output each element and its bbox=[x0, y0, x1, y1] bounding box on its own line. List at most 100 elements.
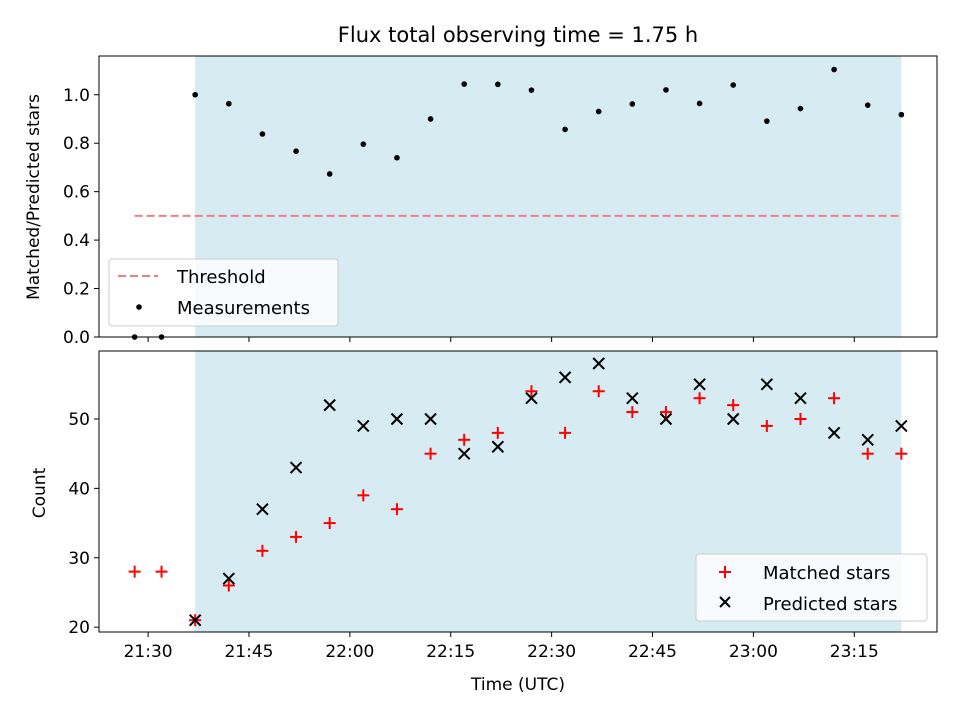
y-tick-label: 0.8 bbox=[63, 134, 90, 154]
x-tick-label: 21:30 bbox=[124, 642, 173, 662]
measurement-point bbox=[831, 66, 837, 73]
predicted-star-point bbox=[827, 426, 841, 440]
top-y-axis-label: Matched/Predicted stars bbox=[24, 94, 44, 300]
legend-predicted-swatch bbox=[719, 596, 731, 608]
bottom-plot-frame bbox=[98, 350, 938, 633]
matched-star-point bbox=[861, 447, 874, 460]
top-y-ticks: 0.0 0.2 0.4 0.6 0.8 1.0 bbox=[63, 86, 99, 348]
measurement-point bbox=[226, 100, 232, 107]
matched-star-point bbox=[659, 406, 672, 419]
bottom-y-axis-label: Count bbox=[30, 467, 50, 518]
matched-star-point bbox=[458, 433, 471, 446]
y-tick-label: 30 bbox=[68, 549, 90, 569]
matched-star-point bbox=[727, 399, 740, 412]
predicted-star-point bbox=[357, 419, 370, 433]
predicted-star-point bbox=[424, 412, 437, 426]
bottom-legend: Matched stars Predicted stars bbox=[695, 553, 928, 622]
measurement-point bbox=[461, 81, 467, 87]
predicted-star-point bbox=[188, 613, 202, 627]
matched-star-point bbox=[693, 392, 706, 405]
bottom-y-ticks: 20 30 40 50 bbox=[68, 410, 99, 638]
measurement-point bbox=[730, 82, 737, 88]
measurement-point bbox=[764, 118, 770, 124]
top-panel: 0.0 0.2 0.4 0.6 0.8 1.0 Flux total observing … bbox=[24, 23, 938, 348]
legend-matched-swatch bbox=[719, 566, 731, 578]
matched-star-point bbox=[323, 517, 336, 530]
y-tick-label: 0.2 bbox=[63, 280, 90, 300]
matched-star-point bbox=[256, 544, 269, 557]
measurement-point bbox=[797, 105, 804, 112]
matched-star-point bbox=[222, 579, 235, 592]
x-tick-label: 22:00 bbox=[325, 642, 374, 662]
measurement-point bbox=[259, 131, 266, 137]
measurement-point bbox=[562, 126, 568, 133]
legend-predicted-label: Predicted stars bbox=[763, 594, 897, 615]
matched-star-point bbox=[155, 565, 168, 578]
matched-star-point bbox=[491, 426, 504, 439]
predicted-star-point bbox=[256, 502, 269, 516]
measurement-point bbox=[192, 91, 198, 98]
predicted-stars-points bbox=[188, 357, 908, 627]
legend-measurement-swatch bbox=[136, 304, 142, 310]
measurement-point bbox=[326, 171, 333, 177]
predicted-star-point bbox=[222, 572, 236, 585]
y-tick-label: 20 bbox=[68, 618, 90, 638]
bottom-x-ticks: 21:30 21:45 22:00 22:15 22:30 22:45 23:00 23:15 bbox=[124, 632, 879, 662]
predicted-star-point bbox=[727, 412, 740, 426]
matched-star-point bbox=[828, 392, 841, 405]
top-chart-title: Flux total observing time = 1.75 h bbox=[338, 23, 698, 47]
measurement-point bbox=[427, 116, 434, 122]
predicted-star-point bbox=[558, 371, 572, 384]
measurement-point bbox=[864, 102, 871, 108]
predicted-star-point bbox=[289, 461, 303, 474]
measurement-points bbox=[131, 66, 905, 340]
measurement-point bbox=[663, 87, 669, 93]
y-tick-label: 0.4 bbox=[63, 231, 90, 251]
predicted-star-point bbox=[895, 419, 908, 433]
top-plot-frame bbox=[98, 55, 938, 338]
measurement-point bbox=[293, 148, 299, 155]
matched-star-point bbox=[559, 426, 572, 439]
measurement-point bbox=[898, 111, 905, 118]
y-tick-label: 50 bbox=[68, 410, 90, 430]
predicted-star-point bbox=[626, 391, 639, 405]
legend-threshold-label: Threshold bbox=[176, 267, 266, 288]
matched-star-point bbox=[357, 489, 370, 502]
x-axis-label: Time (UTC) bbox=[470, 675, 565, 695]
x-tick-label: 22:15 bbox=[426, 642, 475, 662]
top-legend-box bbox=[108, 258, 339, 327]
matched-stars-points bbox=[128, 385, 908, 627]
matched-star-point bbox=[390, 503, 403, 516]
x-tick-label: 23:15 bbox=[830, 642, 879, 662]
measurement-point bbox=[528, 87, 535, 93]
predicted-star-point bbox=[491, 440, 505, 453]
legend-matched-label: Matched stars bbox=[763, 563, 890, 584]
measurement-point bbox=[360, 141, 367, 147]
predicted-star-point bbox=[659, 412, 673, 426]
predicted-star-point bbox=[390, 412, 404, 426]
predicted-star-point bbox=[794, 391, 807, 405]
matched-star-point bbox=[895, 447, 908, 460]
measurement-point bbox=[495, 81, 501, 88]
x-tick-label: 23:00 bbox=[729, 642, 778, 662]
y-tick-label: 0.0 bbox=[63, 328, 90, 348]
top-legend: Threshold Measurements bbox=[108, 258, 339, 327]
predicted-star-point bbox=[323, 398, 336, 412]
x-tick-label: 22:45 bbox=[628, 642, 677, 662]
y-tick-label: 1.0 bbox=[63, 86, 90, 106]
matched-star-point bbox=[525, 385, 538, 398]
bottom-legend-box bbox=[695, 553, 928, 622]
x-tick-label: 22:30 bbox=[527, 642, 576, 662]
measurement-point bbox=[595, 108, 602, 115]
matched-star-point bbox=[290, 530, 303, 543]
measurement-point bbox=[394, 154, 400, 161]
matched-star-point bbox=[592, 385, 605, 398]
matched-star-point bbox=[760, 419, 773, 432]
predicted-star-point bbox=[861, 433, 874, 447]
y-tick-label: 0.6 bbox=[63, 183, 90, 203]
matched-star-point bbox=[626, 406, 639, 419]
matched-star-point bbox=[128, 565, 141, 578]
measurement-point bbox=[696, 100, 703, 107]
predicted-star-point bbox=[592, 357, 605, 370]
